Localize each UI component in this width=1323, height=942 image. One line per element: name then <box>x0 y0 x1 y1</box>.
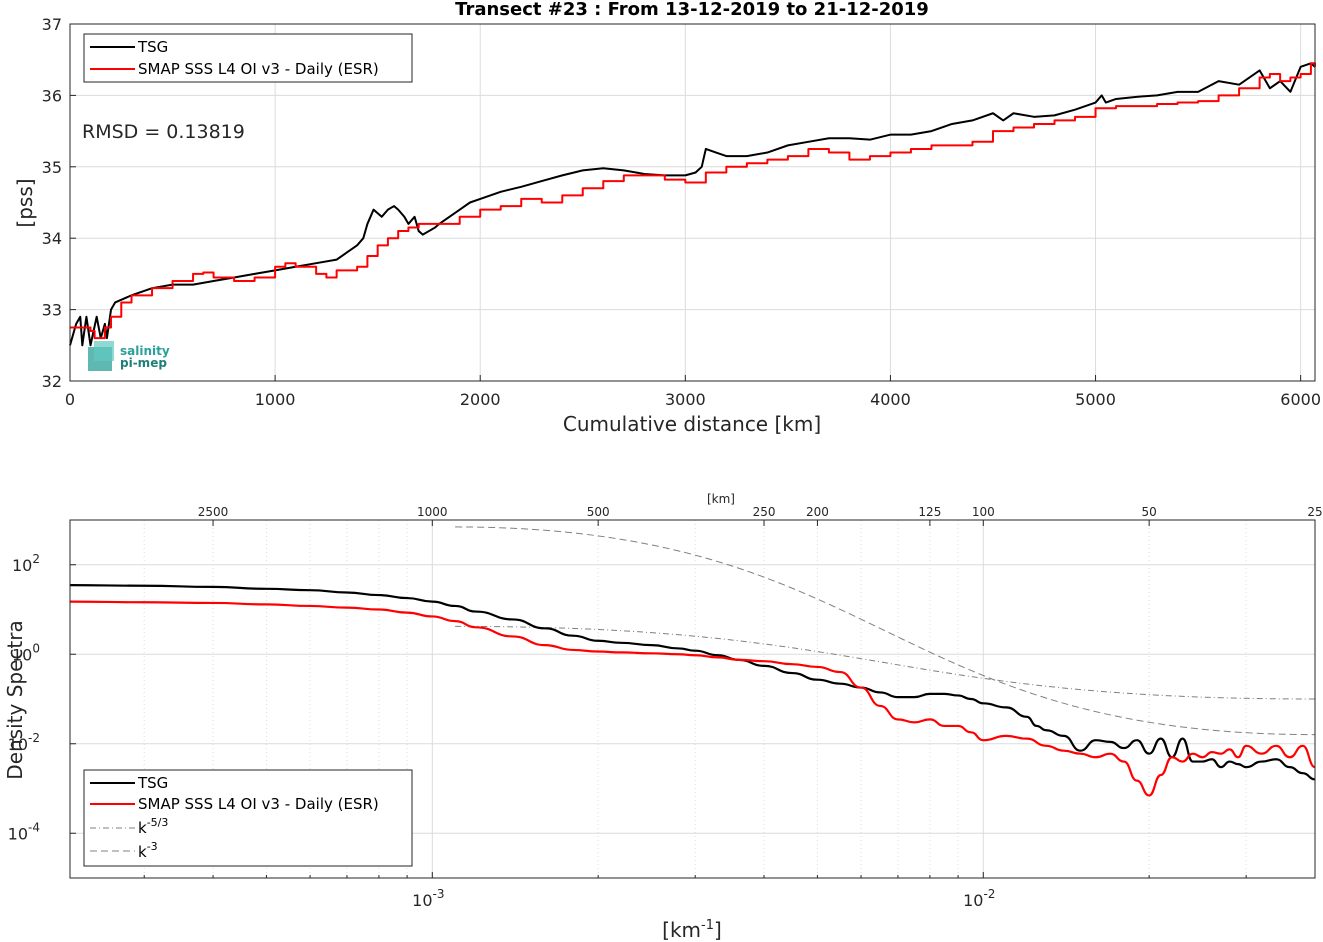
top-plot-area <box>69 23 1316 382</box>
x-tick-label: 10-3 <box>412 887 444 910</box>
series-line-smap <box>69 600 1316 797</box>
top-axis-tick-label: 500 <box>587 505 610 519</box>
bottom-legend: TSG SMAP SSS L4 OI v3 - Daily (ESR) k-5/… <box>83 769 413 867</box>
series-line-tsg <box>69 584 1316 781</box>
x-tick-label: 4000 <box>870 390 911 409</box>
y-tick-label: 36 <box>42 86 62 105</box>
legend-label-k3: k-3 <box>138 840 158 861</box>
reference-line-k3 <box>455 526 1316 736</box>
x-tick-label: 6000 <box>1280 390 1321 409</box>
series-line-smap <box>70 62 1316 340</box>
top-axis-tick-label: 100 <box>972 505 995 519</box>
x-tick-label: 5000 <box>1075 390 1116 409</box>
y-axis-label: Density Spectra <box>3 620 27 779</box>
x-axis-label: Cumulative distance [km] <box>563 412 821 436</box>
density-spectra-chart: 10-3 10-2 10-4 10-2 100 102 2500 1000 500 250 200 1… <box>3 492 1323 942</box>
x-tick-label: 1000 <box>255 390 296 409</box>
top-axis-tick-label: 125 <box>918 505 941 519</box>
x-tick-label: 10-2 <box>963 887 995 910</box>
y-tick-label: 37 <box>42 15 62 34</box>
top-axis-tick-label: 2500 <box>198 505 229 519</box>
top-legend: TSG SMAP SSS L4 OI v3 - Daily (ESR) <box>83 33 413 83</box>
y-tick-label: 100 <box>12 641 40 664</box>
top-axis-label: [km] <box>707 492 735 506</box>
x-tick-label: 2000 <box>460 390 501 409</box>
reference-line-k53 <box>455 625 1316 700</box>
x-tick-label: 3000 <box>665 390 706 409</box>
legend-label-smap: SMAP SSS L4 OI v3 - Daily (ESR) <box>138 60 379 78</box>
rmsd-annotation: RMSD = 0.13819 <box>82 121 245 143</box>
y-tick-label: 102 <box>12 552 40 575</box>
y-tick-label: 34 <box>42 229 62 248</box>
y-tick-label: 10-2 <box>8 731 40 754</box>
top-axis-tick-label: 1000 <box>417 505 448 519</box>
x-tick-label: 0 <box>65 390 75 409</box>
logo-text-line1: salinity <box>120 344 170 358</box>
series-line-tsg <box>69 62 1316 347</box>
x-axis-label: [km-1] <box>662 918 722 942</box>
legend-label-smap: SMAP SSS L4 OI v3 - Daily (ESR) <box>138 795 379 813</box>
y-tick-label: 10-4 <box>8 820 40 843</box>
chart-title: Transect #23 : From 13-12-2019 to 21-12-… <box>455 0 929 20</box>
y-tick-label: 35 <box>42 158 62 177</box>
legend-label-tsg: TSG <box>137 38 168 56</box>
top-axis-tick-label: 25 <box>1307 505 1322 519</box>
legend-label-k53: k-5/3 <box>138 816 168 837</box>
logo-text-line2: pi-mep <box>120 356 167 370</box>
y-tick-label: 33 <box>42 301 62 320</box>
top-axis-tick-label: 200 <box>806 505 829 519</box>
y-tick-label: 32 <box>42 372 62 391</box>
top-axis-tick-label: 250 <box>753 505 776 519</box>
bottom-plot-area <box>69 519 1316 879</box>
top-axis-tick-label: 50 <box>1141 505 1156 519</box>
salinity-pi-mep-logo: salinity pi-mep <box>88 341 170 371</box>
y-axis-label: [pss] <box>13 178 37 227</box>
salinity-transect-chart: Transect #23 : From 13-12-2019 to 21-12-… <box>13 0 1321 436</box>
legend-label-tsg: TSG <box>137 774 168 792</box>
